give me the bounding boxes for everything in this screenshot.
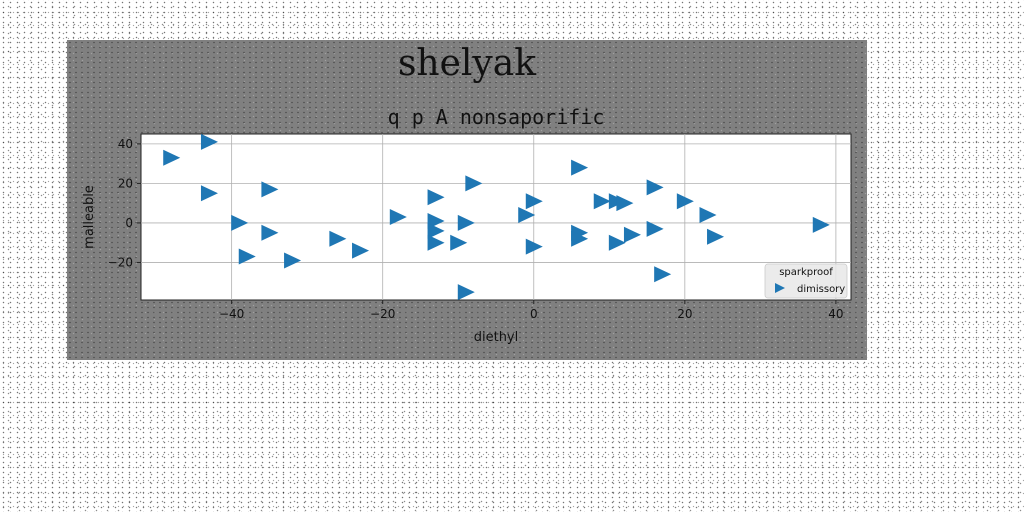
x-tick-label: 40: [828, 307, 843, 321]
axes-title: q p A nonsaporific: [388, 105, 605, 129]
data-points: [163, 133, 830, 301]
data-point: [427, 189, 445, 206]
legend: sparkproof dimissory: [764, 263, 848, 299]
legend-title: sparkproof: [779, 267, 833, 278]
data-point: [707, 228, 725, 245]
data-point: [608, 234, 626, 251]
data-point: [571, 159, 589, 176]
data-point: [699, 207, 717, 224]
x-tick-label: 20: [677, 307, 692, 321]
data-point: [646, 220, 664, 237]
ticks: −40 −20 0 20 40 −20 0 20 40: [108, 137, 844, 321]
data-point: [261, 181, 279, 198]
data-point: [238, 248, 256, 265]
data-point: [812, 216, 830, 233]
data-point: [284, 252, 302, 269]
y-tick-label: 20: [118, 176, 133, 190]
data-point: [200, 133, 218, 150]
data-point: [623, 226, 641, 243]
y-tick-label: 40: [118, 137, 133, 151]
data-point: [231, 214, 249, 231]
data-point: [457, 214, 475, 231]
figure: shelyak q p A nonsaporific −40 −20 0 20 40 −2…: [67, 40, 867, 360]
data-point: [427, 234, 445, 251]
data-point: [389, 209, 407, 225]
data-point: [427, 222, 445, 239]
data-point: [676, 193, 694, 210]
data-point: [654, 266, 672, 283]
data-point: [525, 238, 543, 255]
data-point: [329, 230, 347, 247]
data-point: [352, 242, 370, 259]
data-point: [465, 175, 483, 192]
y-axis-label: malleable: [82, 185, 97, 249]
data-point: [163, 149, 181, 166]
x-axis-label: diethyl: [474, 330, 519, 345]
x-tick-label: −20: [370, 307, 395, 321]
legend-entry-dimissory: dimissory: [797, 284, 845, 295]
y-tick-label: −20: [108, 255, 133, 269]
data-point: [261, 224, 279, 241]
data-point: [571, 230, 589, 247]
legend-box: [764, 263, 848, 299]
data-point: [518, 207, 536, 224]
figure-title: shelyak: [398, 43, 537, 84]
scatter-chart: shelyak q p A nonsaporific −40 −20 0 20 40 −2…: [82, 43, 852, 345]
data-point: [616, 195, 634, 212]
data-point: [525, 193, 543, 210]
y-tick-label: 0: [125, 216, 133, 230]
plot-area: [140, 133, 852, 301]
x-tick-label: −40: [219, 307, 244, 321]
data-point: [450, 234, 468, 251]
x-tick-label: 0: [530, 307, 538, 321]
data-point: [200, 185, 218, 202]
data-point: [457, 284, 475, 301]
data-point: [646, 179, 664, 196]
data-point: [593, 193, 611, 210]
grid: [141, 134, 851, 300]
legend-marker-triangle-icon: [775, 283, 785, 293]
